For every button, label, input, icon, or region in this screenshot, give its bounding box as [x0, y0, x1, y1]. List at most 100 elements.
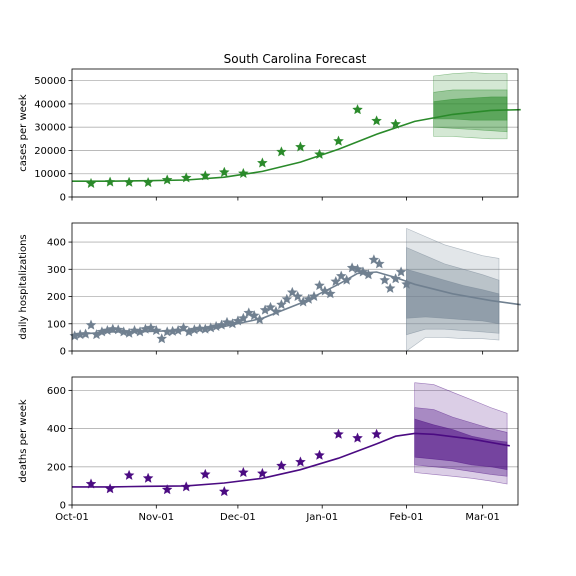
observed-point [333, 428, 344, 439]
observed-point [161, 484, 173, 495]
forecast-band [414, 418, 508, 471]
observed-point [333, 135, 344, 146]
observed-point [308, 290, 320, 302]
observed-point [118, 326, 129, 337]
observed-point [238, 466, 249, 478]
y-tick-label: 300 [47, 265, 66, 276]
observed-point [390, 118, 401, 129]
observed-point [218, 166, 230, 177]
observed-point [295, 141, 306, 152]
forecast-band [406, 268, 500, 325]
y-axis-label: cases per week [18, 94, 29, 172]
observed-point [314, 148, 325, 159]
observed-point [281, 293, 293, 304]
y-tick-label: 0 [60, 347, 66, 358]
panel-2: 0 100 200 300 400 daily hospitalizations [18, 222, 521, 358]
fitted-line [72, 432, 510, 488]
observed-point [325, 288, 336, 299]
observed-point [194, 323, 206, 334]
observed-point [142, 472, 154, 483]
observed-point [292, 290, 304, 302]
observed-point [123, 176, 135, 187]
x-tick-label: Jan-01 [305, 512, 338, 523]
observed-point [85, 478, 97, 489]
x-tick-label: Mar-01 [465, 512, 500, 523]
y-tick-label: 20000 [34, 146, 66, 157]
observed-point [238, 167, 249, 179]
y-tick-label: 10000 [34, 169, 66, 180]
observed-point [85, 177, 97, 189]
observed-point [276, 460, 287, 471]
observed-point [371, 428, 382, 439]
observed-point [286, 286, 298, 298]
x-tick-label: Dec-01 [220, 512, 256, 523]
observed-point [330, 276, 342, 287]
y-axis-label: deaths per week [18, 399, 29, 483]
forecast-band [433, 96, 508, 121]
observed-point [319, 285, 331, 296]
axes-frame [71, 222, 519, 352]
y-tick-label: 0 [60, 501, 66, 512]
observed-point [341, 274, 352, 285]
observed-point [156, 333, 168, 344]
observed-point [104, 176, 116, 187]
y-tick-label: 50000 [34, 76, 66, 87]
y-tick-label: 0 [60, 193, 66, 204]
y-tick-label: 40000 [34, 99, 66, 110]
observed-point [395, 266, 407, 277]
observed-point [276, 146, 287, 157]
observed-point [384, 282, 396, 293]
observed-point [248, 310, 260, 321]
observed-point [129, 325, 140, 336]
chart-title: South Carolina Forecast [224, 52, 367, 66]
observed-point [142, 177, 154, 188]
observed-point [218, 486, 230, 497]
observed-point [371, 115, 382, 126]
observed-point [85, 319, 97, 330]
x-tick-label: Nov-01 [139, 512, 175, 523]
observed-point [346, 262, 358, 273]
observed-point [104, 483, 116, 494]
observed-point [314, 280, 325, 291]
observed-point [390, 273, 401, 284]
observed-point [265, 301, 276, 312]
observed-point [257, 467, 268, 479]
x-tick-label: Oct-01 [55, 512, 89, 523]
observed-point [335, 270, 347, 281]
observed-point [374, 258, 385, 269]
observed-point [199, 468, 211, 479]
observed-point [80, 328, 91, 339]
y-axis-label: daily hospitalizations [18, 234, 29, 339]
observed-point [379, 274, 391, 285]
panel-1: 0 10000 20000 30000 40000 50000 cases per week [18, 68, 521, 204]
observed-point [254, 314, 265, 325]
x-tick-label: Feb-01 [389, 512, 423, 523]
observed-point [199, 170, 211, 181]
axes-frame [71, 68, 519, 198]
observed-point [180, 481, 192, 492]
observed-point [363, 269, 374, 280]
observed-point [161, 174, 173, 185]
observed-point [270, 305, 282, 317]
observed-point [314, 449, 325, 460]
axes-frame [71, 376, 519, 506]
panel-3: 0 200 400 600 Oct-01 Nov-01 Dec-01 Jan-01 Feb-01… [18, 376, 519, 523]
observed-point [221, 316, 233, 327]
y-tick-label: 600 [47, 386, 66, 397]
y-tick-label: 200 [47, 292, 66, 303]
observed-point [295, 456, 306, 467]
y-tick-label: 200 [47, 462, 66, 473]
observed-point [276, 299, 287, 310]
observed-point [352, 432, 363, 443]
observed-point [257, 157, 268, 168]
y-tick-label: 30000 [34, 123, 66, 134]
y-tick-label: 400 [47, 424, 66, 435]
observed-point [368, 254, 380, 265]
observed-point [238, 312, 249, 323]
observed-point [180, 172, 192, 183]
observed-point [123, 469, 135, 480]
observed-point [401, 278, 412, 289]
observed-point [151, 325, 162, 336]
observed-point [178, 322, 189, 333]
